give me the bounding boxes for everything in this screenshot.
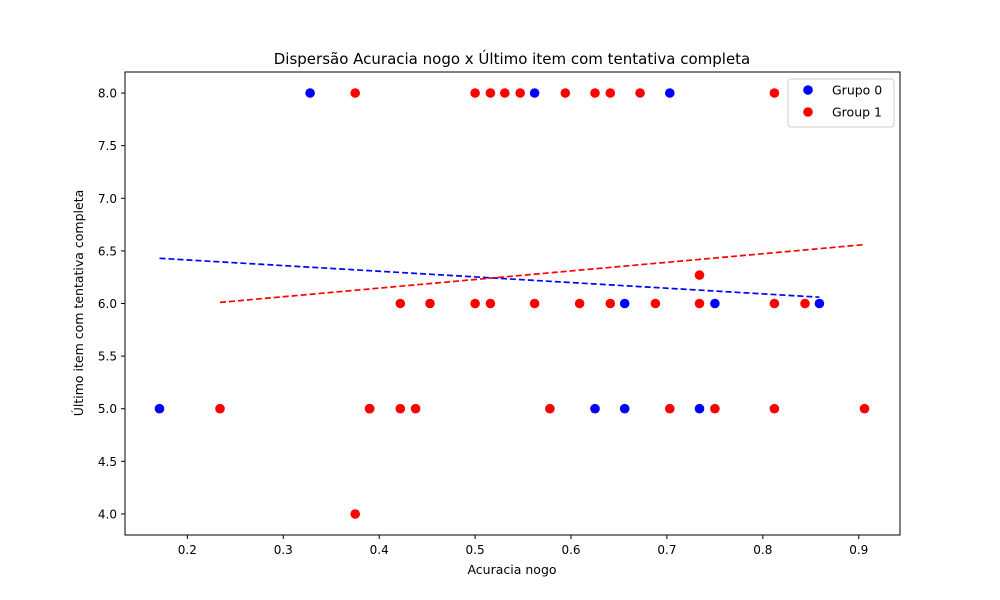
scatter-point-series-1 <box>215 403 225 414</box>
scatter-point-series-1 <box>529 298 540 309</box>
scatter-point-series-1 <box>364 403 375 414</box>
scatter-point-series-1 <box>425 298 435 309</box>
scatter-point-series-0 <box>694 403 705 414</box>
scatter-point-series-1 <box>470 298 480 309</box>
x-tick-label: 0.8 <box>753 543 772 557</box>
y-axis-ticks: 4.0 4.5 5.0 5.5 6.0 6.5 7.0 7.5 8.0 <box>98 87 125 521</box>
scatter-point-series-0 <box>814 298 825 309</box>
legend-marker-series-1 <box>803 107 813 117</box>
scatter-point-series-1 <box>769 403 780 414</box>
y-tick-label: 5.0 <box>98 402 117 416</box>
scatter-point-series-1 <box>859 403 870 414</box>
scatter-point-series-1 <box>605 298 616 309</box>
y-tick-label: 7.0 <box>98 192 117 206</box>
scatter-point-series-1 <box>694 298 705 309</box>
chart-title: Dispersão Acuracia nogo x Último item co… <box>274 49 751 68</box>
scatter-point-series-1 <box>350 509 361 519</box>
legend-box <box>787 78 895 128</box>
scatter-point-series-1 <box>769 298 780 309</box>
y-tick-label: 7.5 <box>98 139 117 153</box>
scatter-point-series-1 <box>410 403 421 414</box>
scatter-point-series-0 <box>529 88 540 98</box>
x-tick-label: 0.7 <box>657 543 676 557</box>
scatter-point-series-1 <box>395 298 406 309</box>
x-tick-label: 0.3 <box>274 543 293 557</box>
scatter-point-series-1 <box>769 88 780 98</box>
scatter-point-series-1 <box>350 88 361 98</box>
scatter-point-series-0 <box>710 298 720 309</box>
scatter-point-series-1 <box>710 403 720 414</box>
x-tick-label: 0.2 <box>178 543 197 557</box>
x-tick-label: 0.9 <box>849 543 868 557</box>
scatter-point-series-0 <box>590 403 600 414</box>
scatter-point-series-1 <box>470 88 480 98</box>
scatter-point-series-1 <box>485 298 496 309</box>
scatter-point-series-1 <box>635 88 645 98</box>
y-tick-label: 5.5 <box>98 350 117 364</box>
legend-label-series-1: Group 1 <box>832 105 882 120</box>
scatter-point-series-1 <box>590 88 600 98</box>
legend: Grupo 0 Group 1 <box>787 78 895 128</box>
scatter-point-series-1 <box>574 298 585 309</box>
scatter-point-series-1 <box>800 298 810 309</box>
scatter-point-series-0 <box>619 298 630 309</box>
scatter-point-series-0 <box>619 403 630 414</box>
scatter-point-series-1 <box>515 88 525 98</box>
y-tick-label: 4.0 <box>98 507 117 521</box>
scatter-point-series-1 <box>694 270 705 280</box>
x-axis-label: Acuracia nogo <box>467 562 556 577</box>
legend-label-series-0: Grupo 0 <box>832 83 882 98</box>
x-tick-label: 0.4 <box>370 543 389 557</box>
scatter-point-series-1 <box>605 88 616 98</box>
trendline-series-0 <box>159 257 820 299</box>
scatter-point-series-1 <box>485 88 496 98</box>
scatter-point-series-1 <box>650 298 661 309</box>
scatter-point-series-1 <box>560 88 571 98</box>
scatter-point-series-0 <box>154 403 165 414</box>
scatter-point-series-1 <box>665 403 675 414</box>
scatter-point-series-0 <box>305 88 315 98</box>
y-tick-label: 8.0 <box>98 87 117 101</box>
y-tick-label: 6.0 <box>98 297 117 311</box>
x-tick-label: 0.6 <box>561 543 580 557</box>
legend-marker-series-0 <box>803 85 813 95</box>
y-tick-label: 4.5 <box>98 455 117 469</box>
scatter-point-series-0 <box>665 88 675 98</box>
y-axis-label: Último item com tentativa completa <box>71 190 86 417</box>
x-axis-ticks: 0.2 0.3 0.4 0.5 0.6 0.7 0.8 0.9 <box>178 535 868 557</box>
x-tick-label: 0.5 <box>466 543 485 557</box>
scatter-point-series-1 <box>500 88 510 98</box>
scatter-point-series-1 <box>395 403 406 414</box>
y-tick-label: 6.5 <box>98 244 117 258</box>
plot-area <box>154 88 870 519</box>
scatter-point-series-1 <box>545 403 555 414</box>
